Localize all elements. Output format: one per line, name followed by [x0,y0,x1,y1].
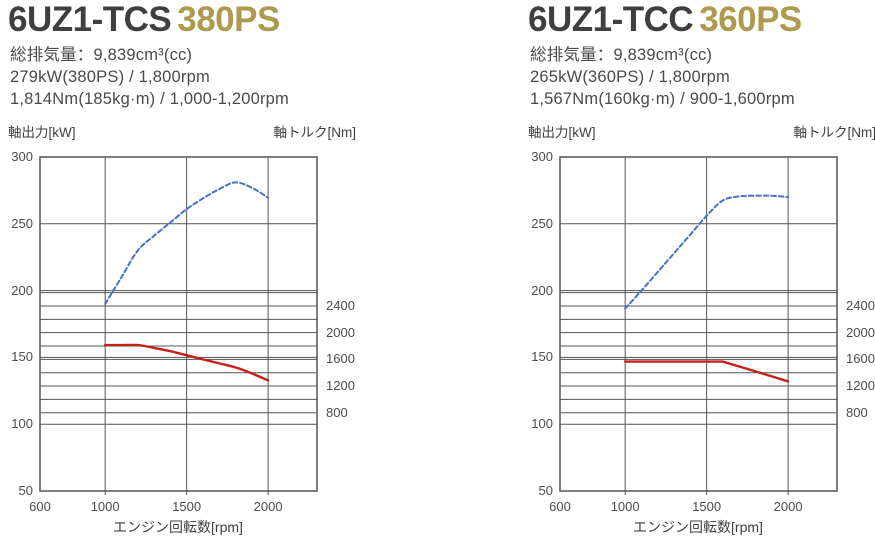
engine-panel-tcc: 6UZ1-TCC 360PS 総排気量：9,839cm³(cc) 265kW(36… [520,0,875,541]
kw-tick-label: 300 [11,149,33,164]
kw-tick-label: 150 [11,349,33,365]
engine-performance-chart [520,0,875,541]
nm-tick-label: 1600 [326,351,355,367]
kw-tick-label: 250 [531,215,553,231]
kw-tick-label: 200 [11,282,33,298]
nm-tick-label: 800 [326,404,348,420]
rpm-axis-label: エンジン回転数[rpm] [633,519,763,535]
nm-tick-label: 2000 [326,324,355,340]
rpm-tick-label: 1500 [692,499,722,514]
nm-tick-label: 1200 [846,378,875,394]
engine-specs: 総排気量：9,839cm³(cc) 265kW(360PS) / 1,800rp… [530,44,795,110]
kw-tick-label: 300 [531,149,553,164]
spec-power: 265kW(360PS) / 1,800rpm [530,68,730,86]
torque-curve [104,343,270,382]
kw-tick-label: 100 [11,416,33,432]
engine-panel-tcs: 6UZ1-TCS 380PS 総排気量：9,839cm³(cc) 279kW(38… [0,0,365,541]
nm-tick-label: 2400 [846,298,875,313]
engine-title: 6UZ1-TCS 380PS [8,0,280,40]
nm-tick-label: 2000 [846,324,875,340]
kw-tick-label: 150 [531,349,553,365]
spec-power: 279kW(380PS) / 1,800rpm [10,68,210,86]
power-axis-label: 軸出力[kW] [528,125,596,140]
rpm-tick-label: 1000 [90,499,120,514]
engine-model: 6UZ1-TCC [528,0,694,39]
torque-axis-label: 軸トルク[Nm] [273,125,357,140]
spec-torque: 1,814Nm(185kg·m) / 1,000-1,200rpm [10,90,289,108]
power-curve [104,181,270,305]
nm-tick-label: 2400 [326,298,355,313]
torque-axis-label: 軸トルク[Nm] [793,125,875,140]
engine-performance-chart [0,0,365,541]
engine-rating-badge: 380PS [177,0,280,39]
power-axis-label: 軸出力[kW] [8,125,76,140]
rpm-tick-label: 1000 [610,499,640,514]
rpm-tick-label: 600 [29,499,51,514]
kw-tick-label: 100 [531,416,553,432]
plot-border [559,156,838,492]
rpm-tick-label: 600 [549,499,571,514]
engine-specs: 総排気量：9,839cm³(cc) 279kW(380PS) / 1,800rp… [10,44,289,110]
rpm-tick-label: 2000 [773,499,803,514]
kw-tick-label: 250 [11,215,33,231]
rpm-tick-label: 2000 [253,499,283,514]
engine-rating-badge: 360PS [699,0,802,39]
rpm-tick-label: 1500 [172,499,202,514]
power-curve [624,194,790,310]
torque-curve [624,360,790,383]
plot-border [39,156,318,492]
spec-displacement: 総排気量：9,839cm³(cc) [10,46,193,64]
nm-tick-label: 1200 [326,378,355,394]
engine-title: 6UZ1-TCC 360PS [528,0,802,40]
kw-tick-label: 200 [531,282,553,298]
spec-displacement: 総排気量：9,839cm³(cc) [530,46,713,64]
nm-tick-label: 800 [846,404,868,420]
kw-tick-label: 50 [538,483,553,498]
engine-chart-svg [39,156,318,495]
engine-model: 6UZ1-TCS [8,0,172,39]
engine-chart-svg [559,156,838,495]
spec-torque: 1,567Nm(160kg·m) / 900-1,600rpm [530,90,795,108]
rpm-axis-label: エンジン回転数[rpm] [113,519,243,535]
kw-tick-label: 50 [18,483,33,498]
nm-tick-label: 1600 [846,351,875,367]
